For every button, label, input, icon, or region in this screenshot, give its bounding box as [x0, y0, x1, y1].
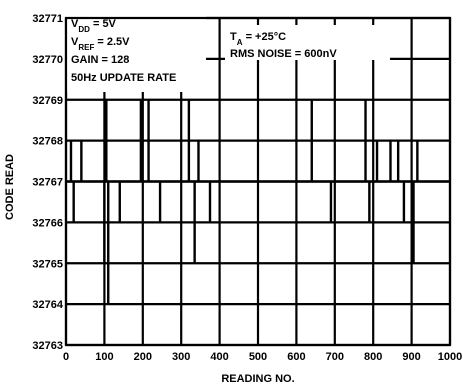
x-tick-label: 0 [63, 351, 69, 363]
x-tick-label: 800 [364, 351, 382, 363]
x-tick-label: 1000 [438, 351, 462, 363]
y-tick-label: 32764 [32, 299, 63, 311]
x-tick-label: 600 [287, 351, 305, 363]
y-tick-label: 32770 [32, 54, 63, 66]
x-tick-label: 700 [326, 351, 344, 363]
annotation-right-1: RMS NOISE = 600nV [230, 48, 337, 60]
x-axis-label: READING NO. [221, 373, 294, 385]
annotation-box-left [66, 12, 206, 92]
x-tick-label: 900 [402, 351, 420, 363]
x-tick-label: 200 [134, 351, 152, 363]
annotation-box-right [225, 25, 390, 60]
x-tick-label: 100 [95, 351, 113, 363]
y-tick-label: 32768 [32, 136, 63, 148]
y-axis-label: CODE READ [4, 154, 16, 220]
annotations: VDD = 5V VREF = 2.5V GAIN = 128 50Hz UPDATE… [71, 18, 337, 84]
y-tick-label: 32766 [32, 217, 63, 229]
y-tick-label: 32767 [32, 177, 63, 189]
plot-frame [64, 16, 452, 347]
y-tick-label: 32771 [32, 13, 63, 25]
annotation-left-0: VDD = 5V [71, 18, 117, 34]
y-tick-label: 32765 [32, 258, 63, 270]
series-trace [66, 99, 450, 305]
annotation-right-0: TA = +25°C [230, 31, 286, 47]
annotation-left-3: 50Hz UPDATE RATE [71, 72, 176, 84]
y-tick-label: 32763 [32, 340, 63, 352]
x-tick-label: 400 [210, 351, 228, 363]
x-tick-label: 500 [249, 351, 267, 363]
x-tick-label: 300 [172, 351, 190, 363]
y-tick-label: 32769 [32, 95, 63, 107]
annotation-left-1: VREF = 2.5V [71, 36, 130, 52]
tick-labels: 0 100 200 300 400 500 600 700 800 900 1000 32763 327… [32, 13, 462, 363]
plot-border [64, 16, 452, 347]
annotation-left-2: GAIN = 128 [71, 54, 129, 66]
